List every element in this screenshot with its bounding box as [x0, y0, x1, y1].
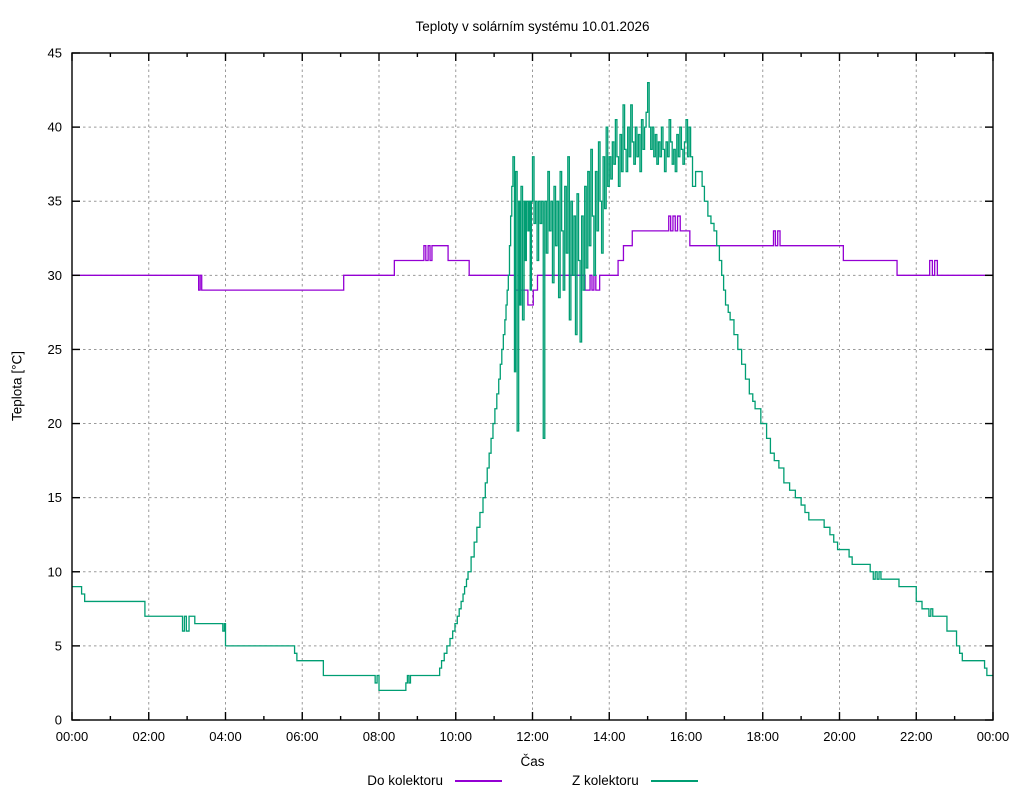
x-tick-label: 14:00 [593, 729, 626, 744]
legend-line-sample-do-kolektoru [455, 779, 502, 782]
legend-item-do-kolektoru: Do kolektoru [367, 773, 502, 788]
y-tick-label: 0 [55, 713, 62, 728]
series-line-z-kolektoru [72, 81, 993, 692]
y-tick-label: 35 [48, 194, 62, 209]
x-tick-label: 18:00 [746, 729, 779, 744]
y-tick-label: 40 [48, 120, 62, 135]
series-line-do-kolektoru [72, 215, 993, 306]
y-tick-label: 5 [55, 638, 62, 653]
legend-label-do-kolektoru: Do kolektoru [367, 773, 443, 788]
y-tick-label: 15 [48, 490, 62, 505]
x-tick-label: 00:00 [977, 729, 1010, 744]
x-tick-label: 06:00 [286, 729, 319, 744]
x-axis-label: Čas [520, 754, 545, 769]
x-tick-label: 22:00 [900, 729, 933, 744]
y-tick-label: 10 [48, 564, 62, 579]
legend: Do kolektoru Z kolektoru [72, 773, 993, 788]
y-tick-label: 20 [48, 416, 62, 431]
x-tick-label: 12:00 [516, 729, 549, 744]
legend-line-sample-z-kolektoru [650, 779, 698, 782]
legend-label-z-kolektoru: Z kolektoru [572, 773, 639, 788]
x-tick-label: 04:00 [209, 729, 242, 744]
chart-title: Teploty v solárním systému 10.01.2026 [415, 19, 650, 34]
x-tick-label: 16:00 [670, 729, 703, 744]
y-tick-label: 30 [48, 268, 62, 283]
x-tick-label: 02:00 [132, 729, 165, 744]
x-tick-label: 20:00 [823, 729, 856, 744]
legend-item-z-kolektoru: Z kolektoru [572, 773, 698, 788]
y-tick-label: 45 [48, 46, 62, 61]
x-tick-label: 00:00 [56, 729, 89, 744]
x-tick-label: 10:00 [439, 729, 472, 744]
x-tick-label: 08:00 [363, 729, 396, 744]
y-tick-label: 25 [48, 342, 62, 357]
